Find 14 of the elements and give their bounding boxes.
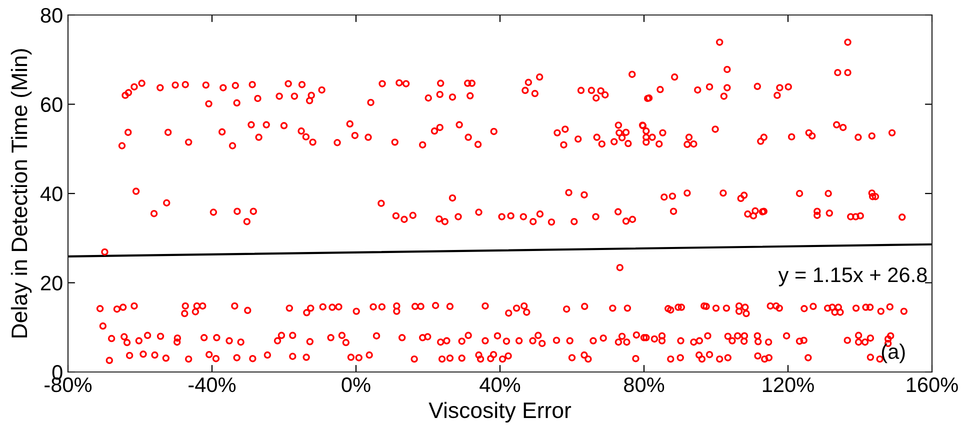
annotation: (a) [882,344,905,364]
x-tick-label: 0% [342,377,370,392]
y-tick-label: 20 [41,276,62,291]
x-tick-label: -40% [188,377,236,392]
y-axis-title: Delay in Detection Time (Min) [10,49,32,338]
x-tick-label: 80% [624,377,664,392]
x-tick-label: 160% [906,377,958,392]
y-tick-label: 60 [41,97,62,112]
annotation: y = 1.15x + 26.8 [778,267,927,286]
x-axis-title: Viscosity Error [428,402,572,423]
y-tick-label: 40 [40,186,62,202]
x-tick-label: 40% [480,377,520,392]
y-tick-label: 80 [40,8,62,23]
x-tick-label: 120% [762,377,814,392]
